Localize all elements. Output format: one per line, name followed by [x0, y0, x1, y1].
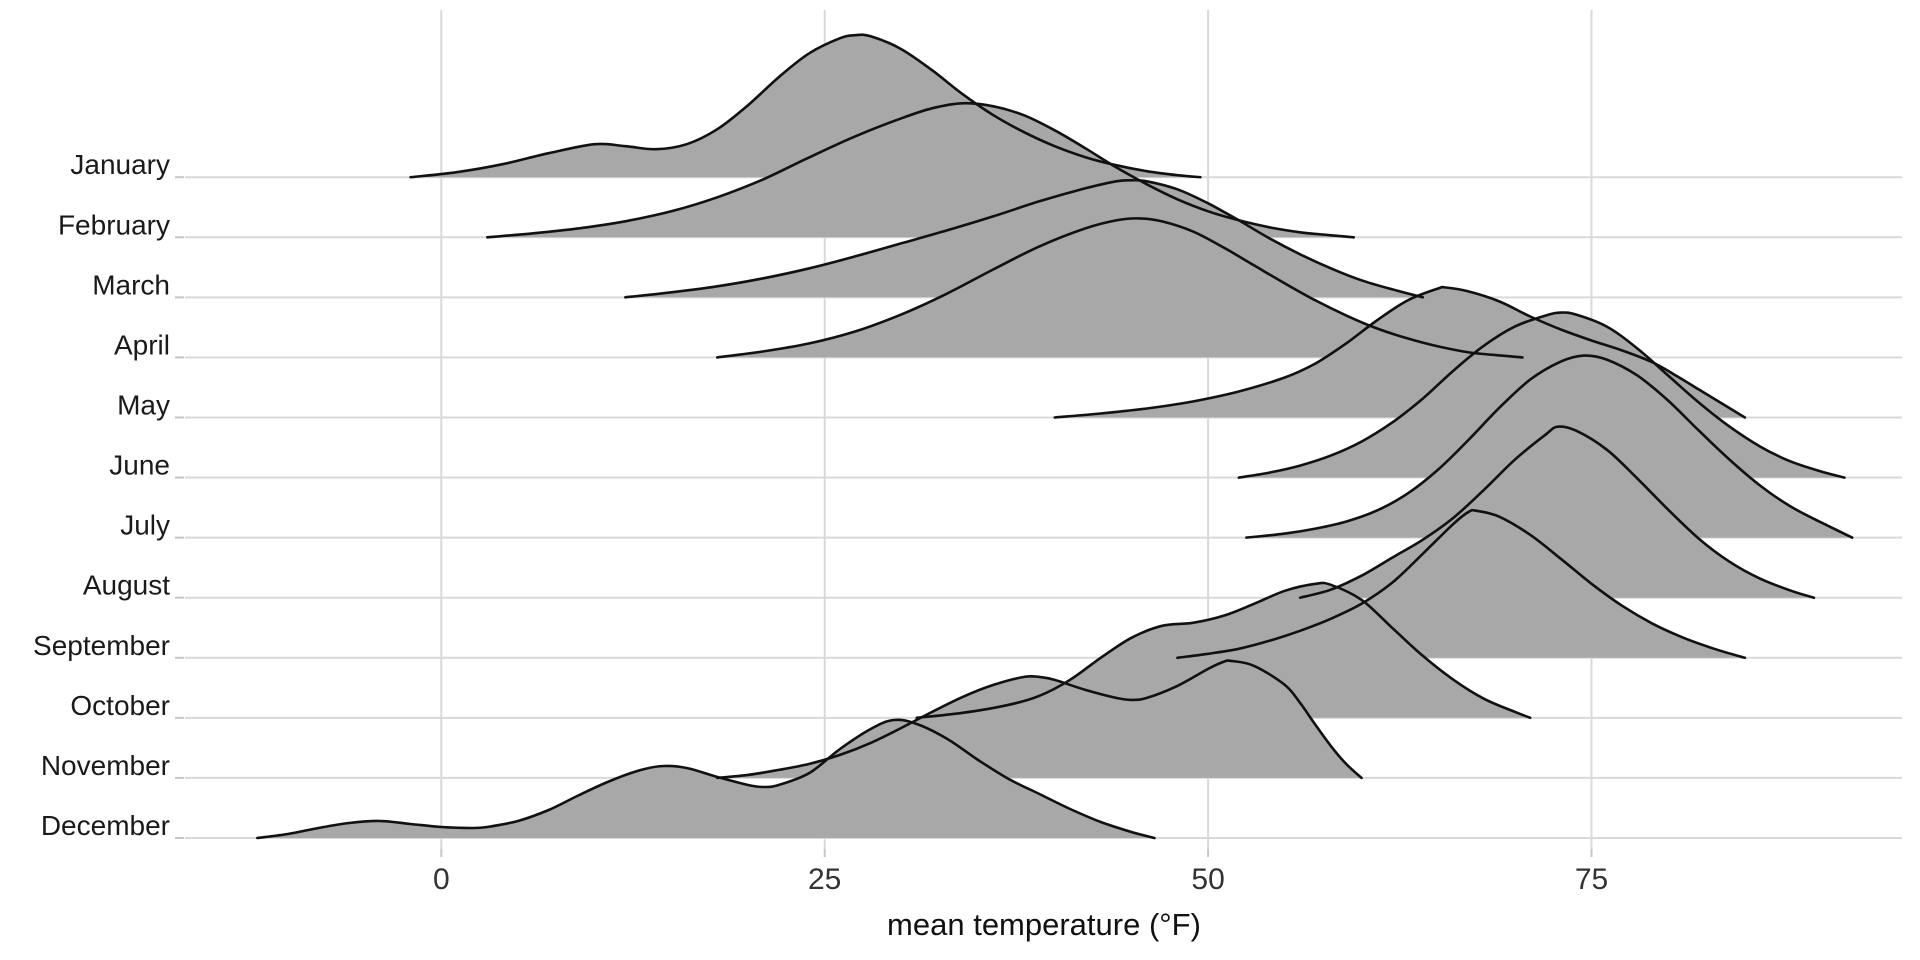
ridge-outline-january [409, 33, 1202, 179]
ridge-outline-december [256, 718, 1156, 840]
x-axis-title: mean temperature (°F) [887, 907, 1201, 942]
axis-labels: January February March April May June July Augu… [33, 149, 1608, 896]
ridge-fill-december [257, 719, 1155, 838]
ridge-fills [257, 34, 1853, 838]
y-axis-label-march: March [92, 269, 170, 300]
ridge-outline-may [1053, 285, 1747, 419]
x-tick-label-25: 25 [808, 863, 841, 896]
y-axis-label-october: October [70, 690, 170, 721]
y-axis-label-december: December [41, 810, 170, 841]
y-axis-label-september: September [33, 630, 170, 661]
ridge-fill-april [717, 218, 1523, 358]
y-axis-label-april: April [114, 329, 170, 360]
y-axis-label-june: June [109, 450, 170, 481]
y-axis-label-january: January [70, 149, 170, 180]
ridge-fill-september [1177, 510, 1745, 658]
y-axis-label-may: May [117, 389, 170, 420]
ridge-outline-june [1237, 311, 1846, 479]
x-tick-label-50: 50 [1191, 863, 1224, 896]
y-axis-label-november: November [41, 750, 170, 781]
y-axis-label-august: August [83, 570, 170, 601]
ridge-outline-march [624, 178, 1425, 299]
y-axis-label-july: July [120, 510, 170, 541]
x-tick-label-0: 0 [433, 863, 450, 896]
ridge-outline-september [1176, 508, 1747, 660]
ridge-outlines [256, 33, 1854, 840]
y-axis-label-february: February [58, 209, 170, 240]
ridge-outline-october [915, 581, 1532, 720]
ridge-outline-july [1245, 354, 1854, 539]
ridge-outline-november [716, 659, 1363, 780]
ridge-outline-august [1298, 425, 1816, 599]
x-tick-label-75: 75 [1575, 863, 1608, 896]
ridge-outline-april [716, 217, 1524, 359]
